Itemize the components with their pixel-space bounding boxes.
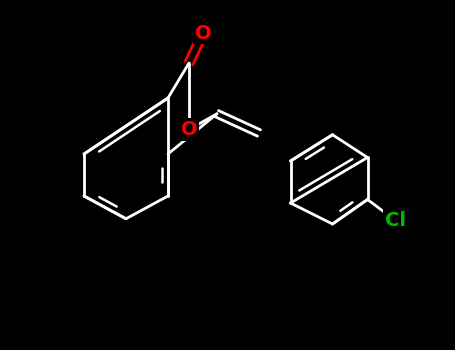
Text: O: O xyxy=(195,24,211,43)
Text: Cl: Cl xyxy=(385,211,406,230)
Text: O: O xyxy=(181,120,197,139)
